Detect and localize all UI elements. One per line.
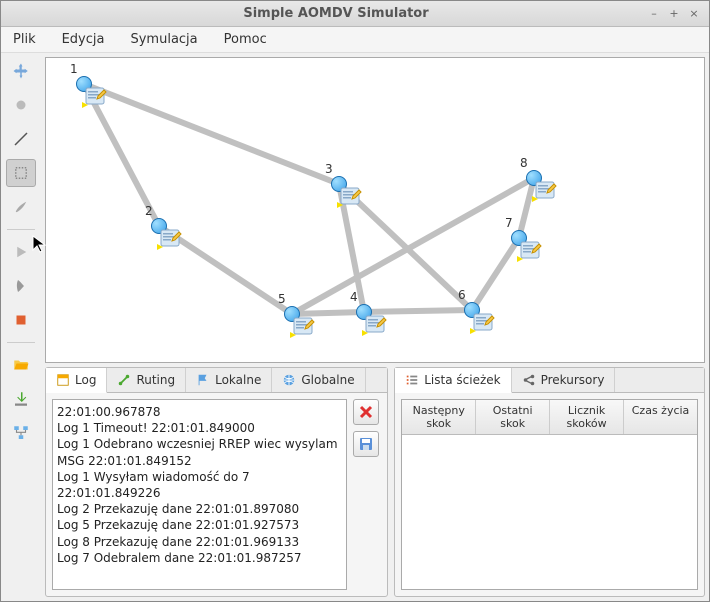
note-icon <box>470 312 496 338</box>
menu-file[interactable]: Plik <box>9 30 40 49</box>
tab-precursors-label: Prekursory <box>541 373 605 387</box>
tab-precursors[interactable]: Prekursory <box>512 368 616 392</box>
node-label: 1 <box>70 62 78 76</box>
paths-table[interactable]: Następny skok Ostatni skok Licznik skokó… <box>401 399 698 590</box>
node-label: 3 <box>325 162 333 176</box>
clear-log-button[interactable] <box>353 399 379 425</box>
minimize-button[interactable]: – <box>647 7 661 21</box>
node-label: 5 <box>278 292 286 306</box>
graph-node-6[interactable]: 6 <box>464 302 480 318</box>
col-nexthop[interactable]: Następny skok <box>402 400 476 434</box>
graph-node-5[interactable]: 5 <box>284 306 300 322</box>
save-tool[interactable] <box>6 385 36 413</box>
graph-node-1[interactable]: 1 <box>76 76 92 92</box>
cursor-icon <box>45 235 48 259</box>
select-tool[interactable] <box>6 159 36 187</box>
ruting-icon <box>117 373 131 387</box>
network-tool[interactable] <box>6 419 36 447</box>
tab-log-label: Log <box>75 373 96 387</box>
col-lasthop[interactable]: Ostatni skok <box>476 400 550 434</box>
open-tool[interactable] <box>6 351 36 379</box>
note-icon <box>362 314 388 340</box>
tab-log[interactable]: Log <box>46 368 107 393</box>
globe-icon <box>282 373 296 387</box>
tab-lokalne-label: Lokalne <box>215 373 261 387</box>
tab-globalne-label: Globalne <box>301 373 354 387</box>
graph-node-8[interactable]: 8 <box>526 170 542 186</box>
menu-simulation[interactable]: Symulacja <box>126 30 201 49</box>
paths-panel: Lista ścieżek Prekursory Następny skok O… <box>394 367 705 597</box>
menu-help[interactable]: Pomoc <box>220 30 271 49</box>
stop-tool[interactable] <box>6 306 36 334</box>
log-panel: Log Ruting Lokalne Globalne <box>45 367 388 597</box>
share-icon <box>522 373 536 387</box>
log-icon <box>56 373 70 387</box>
note-icon <box>517 240 543 266</box>
col-ttl[interactable]: Czas życia <box>624 400 697 434</box>
tab-globalne[interactable]: Globalne <box>272 368 365 392</box>
maximize-button[interactable]: + <box>667 7 681 21</box>
graph-node-3[interactable]: 3 <box>331 176 347 192</box>
flag-icon <box>196 373 210 387</box>
col-hopcount[interactable]: Licznik skoków <box>550 400 624 434</box>
tab-paths-label: Lista ścieżek <box>424 373 500 387</box>
graph-node-2[interactable]: 2 <box>151 218 167 234</box>
node-label: 4 <box>350 290 358 304</box>
note-icon <box>82 86 108 112</box>
menu-edit[interactable]: Edycja <box>58 30 109 49</box>
log-text[interactable]: 22:01:00.967878Log 1 Timeout! 22:01:01.8… <box>52 399 347 590</box>
line-tool[interactable] <box>6 125 36 153</box>
note-icon <box>290 316 316 342</box>
note-icon <box>532 180 558 206</box>
paths-table-body <box>402 435 697 589</box>
node-label: 2 <box>145 204 153 218</box>
brush-tool[interactable] <box>6 193 36 221</box>
titlebar: Simple AOMDV Simulator – + × <box>1 1 709 27</box>
node-label: 8 <box>520 156 528 170</box>
close-button[interactable]: × <box>687 7 701 21</box>
menubar: Plik Edycja Symulacja Pomoc <box>1 27 709 53</box>
note-icon <box>157 228 183 254</box>
window-title: Simple AOMDV Simulator <box>25 6 647 21</box>
tab-lokalne[interactable]: Lokalne <box>186 368 272 392</box>
pan-tool[interactable] <box>6 57 36 85</box>
graph-node-7[interactable]: 7 <box>511 230 527 246</box>
graph-node-4[interactable]: 4 <box>356 304 372 320</box>
node-label: 7 <box>505 216 513 230</box>
toolbar-sidebar <box>1 53 41 601</box>
note-icon <box>337 186 363 212</box>
tab-ruting[interactable]: Ruting <box>107 368 186 392</box>
save-log-button[interactable] <box>353 431 379 457</box>
step-tool[interactable] <box>6 272 36 300</box>
graph-canvas[interactable]: 1 2 3 4 5 6 7 8 <box>45 57 705 363</box>
list-icon <box>405 373 419 387</box>
tab-paths[interactable]: Lista ścieżek <box>395 368 511 393</box>
tab-ruting-label: Ruting <box>136 373 175 387</box>
node-tool[interactable] <box>6 91 36 119</box>
node-label: 6 <box>458 288 466 302</box>
